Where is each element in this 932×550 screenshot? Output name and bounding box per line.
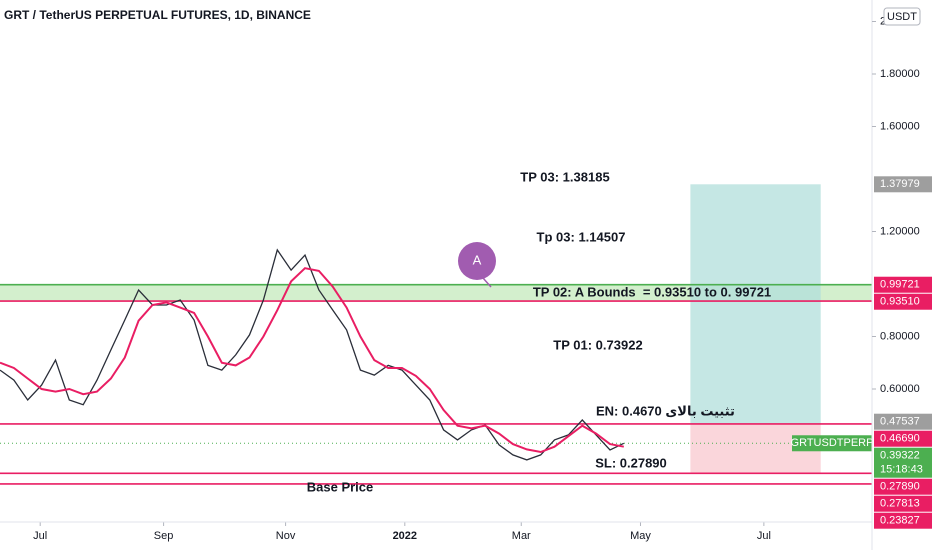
zone	[0, 284, 872, 302]
price-line	[0, 248, 625, 461]
countdown: 15:18:43	[880, 464, 923, 476]
marker-pointer	[482, 277, 492, 288]
overlay: A TP 03: 1.38185 Tp 03: 1.14507 TP 02: A…	[4, 8, 771, 494]
price-label: 0.93510	[880, 296, 920, 308]
y-tick-label: 1.60000	[880, 120, 920, 132]
annotation: Base Price	[307, 479, 374, 494]
price-label-box	[874, 293, 932, 310]
marker-circle	[458, 242, 496, 280]
annotation: SL: 0.27890	[595, 455, 667, 470]
price-label: 0.23827	[880, 515, 920, 527]
price-label: 0.46690	[880, 433, 920, 445]
x-tick-label: 2022	[393, 530, 417, 542]
price-label: 0.27890	[880, 481, 920, 493]
plot-area: Jul Sep Nov 2022 Mar May Jul GRTUSDTPERP	[0, 184, 873, 542]
annotation: TP 03: 1.38185	[520, 169, 609, 184]
chart-title: GRT / TetherUS PERPETUAL FUTURES, 1D, BI…	[4, 8, 311, 22]
marker-label: A	[473, 252, 482, 267]
price-label-box	[874, 447, 932, 478]
price-label: 0.47537	[880, 416, 920, 428]
annotation: Tp 03: 1.14507	[537, 229, 626, 244]
price-label-box	[874, 176, 932, 193]
y-tick-label: 1.80000	[880, 68, 920, 80]
y-tick-label: 0.60000	[880, 383, 920, 395]
price-label-box	[874, 276, 932, 293]
currency: USDT	[887, 11, 917, 23]
x-tick-label: Sep	[154, 530, 174, 542]
x-tick-label: Nov	[276, 530, 296, 542]
price-label-box	[874, 430, 932, 447]
target-area	[690, 184, 821, 424]
moving-average	[0, 267, 624, 454]
symbol-label: GRTUSDTPERP	[791, 437, 874, 449]
x-tick-label: Mar	[512, 530, 531, 542]
price-label: 1.37979	[880, 178, 920, 190]
price-axis: 0.600000.800001.200001.600001.800002.000…	[872, 15, 932, 529]
y-tick-label: 1.20000	[880, 225, 920, 237]
x-tick-label: May	[630, 530, 651, 542]
x-tick-label: Jul	[757, 530, 771, 542]
x-tick-label: Jul	[33, 530, 47, 542]
price-label-box	[874, 413, 932, 430]
annotation: EN: 0.4670 تثبیت بالای	[596, 403, 735, 418]
y-tick-label: 0.80000	[880, 330, 920, 342]
currency-box	[883, 7, 921, 26]
price-label: 0.39322	[880, 450, 920, 462]
price-label-box	[874, 512, 932, 529]
price-label: 0.99721	[880, 279, 920, 291]
annotation: TP 01: 0.73922	[553, 337, 642, 352]
price-label-box	[874, 495, 932, 512]
price-label: 0.27813	[880, 498, 920, 510]
price-label-box	[874, 478, 932, 495]
symbol-box	[792, 435, 872, 452]
annotation: TP 02: A Bounds = 0.93510 to 0. 99721	[533, 284, 771, 299]
